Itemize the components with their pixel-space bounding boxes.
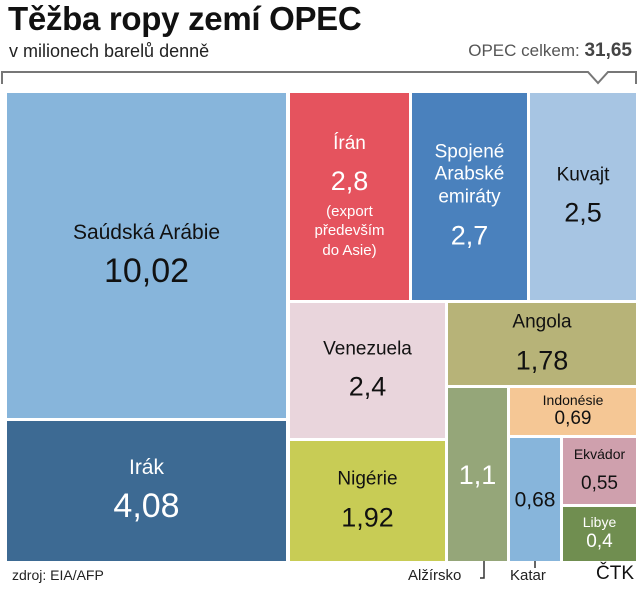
chart-subtitle: v milionech barelů denně — [9, 41, 210, 61]
cell-label-kuvajt: Kuvajt — [556, 163, 610, 185]
cell-value-libye: 0,4 — [586, 531, 613, 552]
callout-label-alzirsko: Alžírsko — [408, 567, 462, 584]
cell-value-katar: 0,68 — [514, 487, 556, 511]
opec-total-value: 31,65 — [584, 40, 632, 61]
cell-value-saudska-arabie: 10,02 — [103, 251, 190, 290]
treemap-cell-irak: Irák 4,08 — [7, 421, 286, 561]
cell-value-spojene-arabske-emiraty: 2,7 — [450, 220, 489, 251]
treemap-cell-alzirsko: 1,1 — [448, 388, 507, 561]
cell-note-iran: (export především do Asie) — [314, 202, 385, 259]
cell-label-spojene-arabske-emiraty: Spojené Arabské emiráty — [434, 141, 505, 208]
treemap-cell-nigerie: Nigérie 1,92 — [290, 441, 445, 561]
cell-label-saudska-arabie: Saúdská Arábie — [72, 220, 221, 244]
cell-label-iran: Írán — [333, 132, 366, 154]
cell-label-nigerie: Nigérie — [337, 468, 398, 490]
treemap-cell-katar: 0,68 — [510, 438, 560, 561]
treemap-cell-saudska-arabie: Saúdská Arábie 10,02 — [7, 93, 286, 418]
cell-value-angola: 1,78 — [515, 345, 569, 376]
cell-value-nigerie: 1,92 — [341, 502, 394, 533]
cell-value-indonesie: 0,69 — [554, 408, 592, 430]
treemap-cell-ekvador: Ekvádor 0,55 — [563, 438, 636, 504]
treemap-cell-iran: Írán 2,8 (export především do Asie) — [290, 93, 409, 300]
cell-label-libye: Libye — [582, 514, 617, 531]
cell-value-irak: 4,08 — [113, 487, 180, 526]
treemap-cell-kuvajt: Kuvajt 2,5 — [530, 93, 636, 300]
cell-value-venezuela: 2,4 — [348, 371, 387, 402]
treemap-cell-venezuela: Venezuela 2,4 — [290, 303, 445, 438]
opec-total-label: OPEC celkem: — [468, 41, 580, 60]
cell-label-ekvador: Ekvádor — [573, 446, 626, 463]
treemap-cell-libye: Libye 0,4 — [563, 507, 636, 561]
cell-label-indonesie: Indonésie — [542, 391, 604, 408]
treemap-cell-spojene-arabske-emiraty: Spojené Arabské emiráty 2,7 — [412, 93, 527, 300]
source-note: zdroj: EIA/AFP — [12, 567, 104, 583]
treemap-cell-indonesie: Indonésie 0,69 — [510, 388, 636, 435]
cell-label-irak: Irák — [128, 456, 164, 480]
cell-value-kuvajt: 2,5 — [564, 197, 602, 228]
total-bracket-line — [1, 71, 637, 85]
opec-total: OPEC celkem: 31,65 — [468, 40, 632, 62]
cell-value-iran: 2,8 — [330, 166, 369, 197]
chart-title: Těžba ropy zemí OPEC — [8, 0, 362, 37]
cell-value-alzirsko: 1,1 — [458, 459, 497, 490]
cell-label-angola: Angola — [512, 311, 572, 333]
credit-logo: ČTK — [596, 563, 634, 584]
treemap-cell-angola: Angola 1,78 — [448, 303, 636, 385]
callout-label-katar: Katar — [510, 567, 546, 584]
cell-value-ekvador: 0,55 — [581, 473, 618, 494]
cell-label-venezuela: Venezuela — [323, 337, 412, 359]
